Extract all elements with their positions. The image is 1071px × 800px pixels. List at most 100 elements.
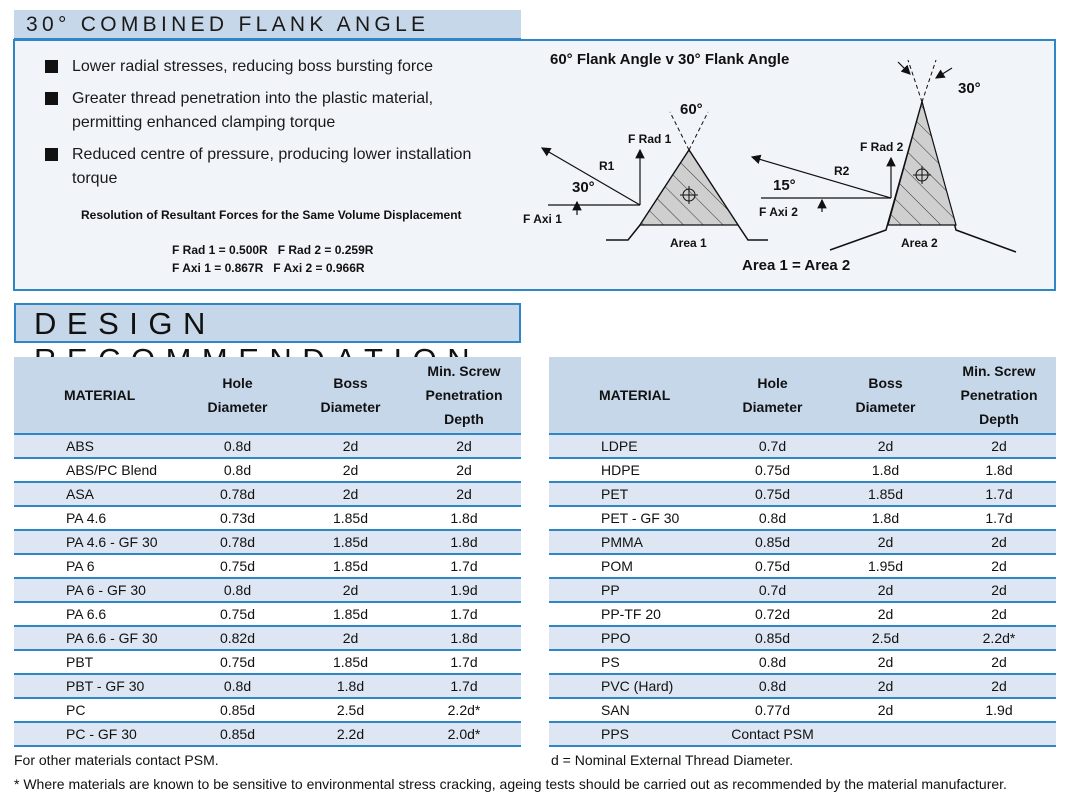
- design-table-left: MATERIAL Hole Diameter Boss Diameter Min. …: [14, 357, 521, 747]
- cell-material: HDPE: [549, 458, 716, 483]
- cell-penetration-depth: 1.9d: [942, 698, 1056, 723]
- f-axi-2-label: F Axi 2: [759, 205, 798, 219]
- cell-penetration-depth: 2.2d*: [407, 698, 521, 723]
- benefit-item: Greater thread penetration into the plas…: [45, 87, 505, 135]
- cell-boss-diameter: 1.95d: [829, 554, 942, 579]
- cell-hole-diameter: 0.82d: [181, 626, 294, 651]
- cell-penetration-depth: 2.0d*: [407, 722, 521, 747]
- cell-hole-diameter: 0.8d: [181, 458, 294, 483]
- section-header-design: DESIGN RECOMMENDATION: [14, 303, 521, 377]
- cell-hole-diameter: 0.75d: [181, 602, 294, 627]
- cell-hole-diameter: 0.75d: [181, 554, 294, 579]
- cell-penetration-depth: [942, 722, 1056, 747]
- cell-boss-diameter: 2d: [829, 602, 942, 627]
- r1-arrow: [540, 147, 641, 206]
- table-row: PBT 0.75d 1.85d 1.7d: [14, 650, 521, 675]
- cell-boss-diameter: 1.85d: [294, 602, 407, 627]
- f-rad-2-label: F Rad 2: [860, 140, 904, 154]
- table-row: PA 6 0.75d 1.85d 1.7d: [14, 554, 521, 579]
- cell-hole-diameter: 0.72d: [716, 602, 829, 627]
- f-axi-1-label: F Axi 1: [523, 212, 562, 226]
- cell-boss-diameter: 1.85d: [829, 482, 942, 507]
- footnote-asterisk: * Where materials are known to be sensit…: [14, 776, 1007, 792]
- cell-penetration-depth: 2d: [942, 674, 1056, 699]
- cell-material: PA 6.6 - GF 30: [14, 626, 181, 651]
- cell-penetration-depth: 2.2d*: [942, 626, 1056, 651]
- diagram-title: 60° Flank Angle v 30° Flank Angle: [550, 51, 789, 68]
- cell-hole-diameter: 0.85d: [181, 698, 294, 723]
- cell-penetration-depth: 1.7d: [407, 554, 521, 579]
- cell-boss-diameter: 1.85d: [294, 506, 407, 531]
- benefit-item: Reduced centre of pressure, producing lo…: [45, 143, 505, 191]
- cell-material: PS: [549, 650, 716, 675]
- section-header-flank-angle: 30° COMBINED FLANK ANGLE: [14, 10, 521, 40]
- table-row: PVC (Hard) 0.8d 2d 2d: [549, 674, 1056, 699]
- design-table-right: MATERIAL Hole Diameter Boss Diameter Min. …: [549, 357, 1056, 747]
- cell-material: LDPE: [549, 434, 716, 459]
- cell-material: ASA: [14, 482, 181, 507]
- cell-material: PP-TF 20: [549, 602, 716, 627]
- table-row: PA 6 - GF 30 0.8d 2d 1.9d: [14, 578, 521, 603]
- cell-material: PPO: [549, 626, 716, 651]
- cell-hole-diameter: 0.8d: [181, 578, 294, 603]
- footnote-contact: For other materials contact PSM.: [14, 752, 219, 768]
- benefit-text: Reduced centre of pressure, producing lo…: [72, 146, 472, 163]
- table-row: HDPE 0.75d 1.8d 1.8d: [549, 458, 1056, 483]
- table-row: PPS Contact PSM: [549, 722, 1056, 747]
- resolution-line-axi: F Axi 1 = 0.867R F Axi 2 = 0.966R: [172, 261, 365, 275]
- benefit-item: Lower radial stresses, reducing boss bur…: [45, 55, 505, 79]
- cell-penetration-depth: 2d: [942, 602, 1056, 627]
- cell-boss-diameter: 2d: [829, 578, 942, 603]
- cell-penetration-depth: 1.8d: [407, 626, 521, 651]
- cell-boss-diameter: 2d: [829, 698, 942, 723]
- benefit-text: Lower radial stresses, reducing boss bur…: [72, 58, 434, 75]
- cell-penetration-depth: 2d: [942, 434, 1056, 459]
- cell-hole-diameter: 0.7d: [716, 578, 829, 603]
- table-row: PA 4.6 - GF 30 0.78d 1.85d 1.8d: [14, 530, 521, 555]
- cell-boss-diameter: 2.5d: [829, 626, 942, 651]
- cell-material: PA 6: [14, 554, 181, 579]
- cell-hole-diameter: 0.78d: [181, 482, 294, 507]
- cell-boss-diameter: 2d: [294, 458, 407, 483]
- cell-hole-diameter: 0.8d: [716, 650, 829, 675]
- cell-penetration-depth: 1.9d: [407, 578, 521, 603]
- cell-hole-diameter: 0.8d: [716, 674, 829, 699]
- cell-boss-diameter: 2d: [829, 650, 942, 675]
- benefit-text: Greater thread penetration into the plas…: [72, 90, 434, 107]
- area-1-label: Area 1: [670, 236, 707, 250]
- table-row: PPO 0.85d 2.5d 2.2d*: [549, 626, 1056, 651]
- cell-boss-diameter: 2d: [829, 530, 942, 555]
- cell-material: PET: [549, 482, 716, 507]
- cell-penetration-depth: 2d: [407, 482, 521, 507]
- cell-penetration-depth: 1.7d: [942, 482, 1056, 507]
- table-row: PA 4.6 0.73d 1.85d 1.8d: [14, 506, 521, 531]
- cell-boss-diameter: 1.8d: [829, 506, 942, 531]
- table-row: POM 0.75d 1.95d 2d: [549, 554, 1056, 579]
- cell-boss-diameter: 1.85d: [294, 530, 407, 555]
- cell-hole-diameter: Contact PSM: [716, 722, 829, 747]
- area-2-label: Area 2: [901, 236, 938, 250]
- r2-label: R2: [834, 164, 850, 178]
- table-row: PET - GF 30 0.8d 1.8d 1.7d: [549, 506, 1056, 531]
- cell-hole-diameter: 0.78d: [181, 530, 294, 555]
- col-depth: Min. Screw Penetration Depth: [942, 357, 1056, 435]
- cell-penetration-depth: 1.7d: [407, 674, 521, 699]
- col-hole: Hole Diameter: [716, 357, 829, 435]
- col-depth: Min. Screw Penetration Depth: [407, 357, 521, 435]
- col-boss: Boss Diameter: [294, 357, 407, 435]
- cell-material: ABS/PC Blend: [14, 458, 181, 483]
- benefit-text: torque: [72, 170, 118, 187]
- cell-material: PBT: [14, 650, 181, 675]
- cell-boss-diameter: 1.85d: [294, 554, 407, 579]
- square-bullet-icon: [45, 60, 58, 73]
- cell-boss-diameter: 1.8d: [294, 674, 407, 699]
- table-row: SAN 0.77d 2d 1.9d: [549, 698, 1056, 723]
- table-row: ABS 0.8d 2d 2d: [14, 434, 521, 459]
- table-row: PA 6.6 0.75d 1.85d 1.7d: [14, 602, 521, 627]
- r2-arrow: [750, 154, 892, 199]
- cell-boss-diameter: 2d: [294, 434, 407, 459]
- cell-material: PC - GF 30: [14, 722, 181, 747]
- cell-hole-diameter: 0.75d: [181, 650, 294, 675]
- cell-boss-diameter: 2d: [294, 482, 407, 507]
- cell-penetration-depth: 2d: [942, 530, 1056, 555]
